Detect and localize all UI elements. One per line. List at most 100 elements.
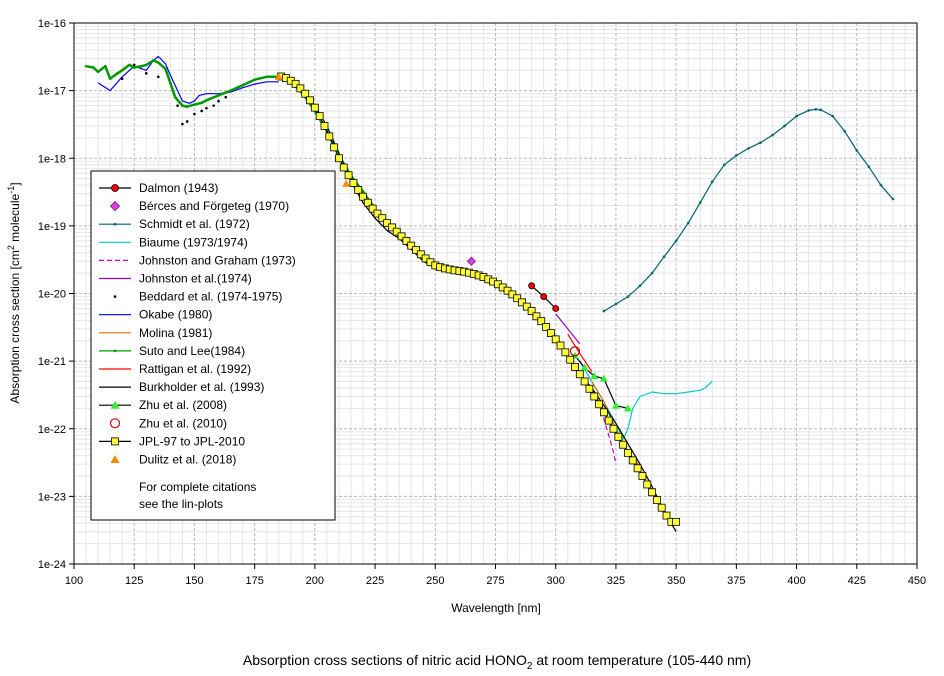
- data-point: [542, 323, 550, 331]
- legend-item: Zhu et al. (2010): [109, 416, 227, 430]
- data-point: [416, 250, 425, 259]
- legend-item: Dalmon (1943): [99, 181, 218, 195]
- data-point: [540, 293, 548, 300]
- data-point: [181, 122, 184, 126]
- data-point: [200, 101, 203, 105]
- data-point: [609, 424, 618, 433]
- data-point: [566, 355, 575, 364]
- data-point: [735, 154, 738, 157]
- legend-note-line-1: For complete citations: [139, 480, 256, 494]
- data-point: [698, 201, 702, 205]
- data-point: [638, 472, 647, 480]
- data-point: [144, 63, 148, 67]
- series-line: [579, 360, 713, 440]
- series-schmidt-et-al-1972: [602, 107, 895, 313]
- series-line: [567, 333, 593, 372]
- data-point: [96, 70, 100, 74]
- data-point: [672, 517, 681, 526]
- data-point: [169, 81, 172, 85]
- data-point: [407, 241, 416, 250]
- legend-item: Zhu et al. (2008): [99, 398, 227, 412]
- data-point: [571, 363, 579, 371]
- data-point: [212, 104, 215, 107]
- data-point: [241, 83, 244, 87]
- data-point: [388, 223, 396, 232]
- data-point: [624, 448, 632, 457]
- data-point: [306, 96, 314, 105]
- x-tick-label: 425: [848, 575, 866, 587]
- legend-item: Biaume (1973/1974): [99, 235, 248, 249]
- data-point: [580, 377, 589, 386]
- y-axis-label-sup1: 2: [6, 245, 16, 250]
- y-axis-label-sup2: -1: [6, 186, 16, 194]
- y-tick-label: 1e-16: [38, 18, 66, 30]
- data-point: [152, 59, 155, 62]
- series-johnston-and-graham-1973: [591, 387, 617, 465]
- legend-marker: [109, 201, 121, 212]
- chart-title-sub: 2: [527, 661, 533, 672]
- legend-item: Johnston et al.(1974): [99, 272, 252, 286]
- data-point: [344, 171, 353, 180]
- data-point: [412, 246, 420, 254]
- data-point: [205, 106, 208, 110]
- series-dalmon-1943: [528, 282, 560, 312]
- data-point: [580, 363, 589, 371]
- data-point: [891, 197, 895, 201]
- data-point: [402, 236, 411, 245]
- data-point: [378, 214, 387, 223]
- data-point: [662, 255, 666, 259]
- x-tick-label: 200: [306, 575, 324, 587]
- data-point: [104, 64, 107, 68]
- legend-item: Schmidt et al. (1972): [99, 217, 250, 231]
- data-point: [556, 341, 565, 350]
- data-point: [807, 109, 810, 112]
- legend-items: Dalmon (1943) Bérces and Förgeteg (1970) S…: [99, 181, 296, 467]
- data-point: [253, 78, 256, 82]
- x-tick-label: 275: [486, 575, 504, 587]
- x-tick-label: 100: [65, 575, 83, 587]
- data-point: [795, 114, 798, 118]
- data-point: [397, 232, 406, 241]
- data-point: [814, 107, 818, 111]
- legend-label: Zhu et al. (2008): [139, 398, 227, 412]
- y-axis-label-mid: molecule: [8, 193, 22, 245]
- legend-label: Dulitz et al. (2018): [139, 453, 236, 467]
- y-axis: 1e-16 1e-17 1e-18 1e-19 1e-20 1e-21 1e-22 1e-23…: [38, 18, 74, 571]
- data-point: [623, 404, 632, 412]
- x-tick-label: 250: [426, 575, 444, 587]
- data-point: [723, 163, 726, 167]
- data-point: [185, 120, 189, 123]
- x-tick-label: 400: [787, 575, 805, 587]
- data-point: [373, 209, 382, 218]
- x-tick-label: 350: [667, 575, 685, 587]
- data-point: [120, 77, 124, 81]
- data-point: [157, 75, 160, 79]
- y-tick-label: 1e-24: [38, 559, 66, 571]
- legend-label: Schmidt et al. (1972): [139, 217, 250, 231]
- data-point: [91, 66, 95, 69]
- data-point: [349, 179, 358, 187]
- y-tick-label: 1e-23: [38, 491, 66, 503]
- y-tick-label: 1e-19: [38, 221, 66, 233]
- x-tick-label: 150: [185, 575, 203, 587]
- data-point: [339, 163, 348, 172]
- data-point: [217, 99, 220, 103]
- data-point: [224, 95, 228, 99]
- data-point: [359, 192, 367, 201]
- data-point: [518, 298, 526, 307]
- x-tick-label: 300: [547, 575, 565, 587]
- data-point: [274, 72, 283, 80]
- data-point: [879, 183, 883, 187]
- y-axis-label-main: Absorption cross section [cm: [8, 250, 22, 403]
- data-point: [611, 401, 620, 409]
- data-point: [513, 294, 522, 303]
- data-point: [205, 98, 208, 102]
- data-point: [674, 239, 678, 243]
- legend-marker: [111, 437, 119, 446]
- legend-item: Suto and Lee(1984): [99, 344, 245, 358]
- data-point: [551, 335, 560, 344]
- data-point: [686, 221, 690, 225]
- data-point: [217, 94, 220, 97]
- data-point: [193, 112, 196, 116]
